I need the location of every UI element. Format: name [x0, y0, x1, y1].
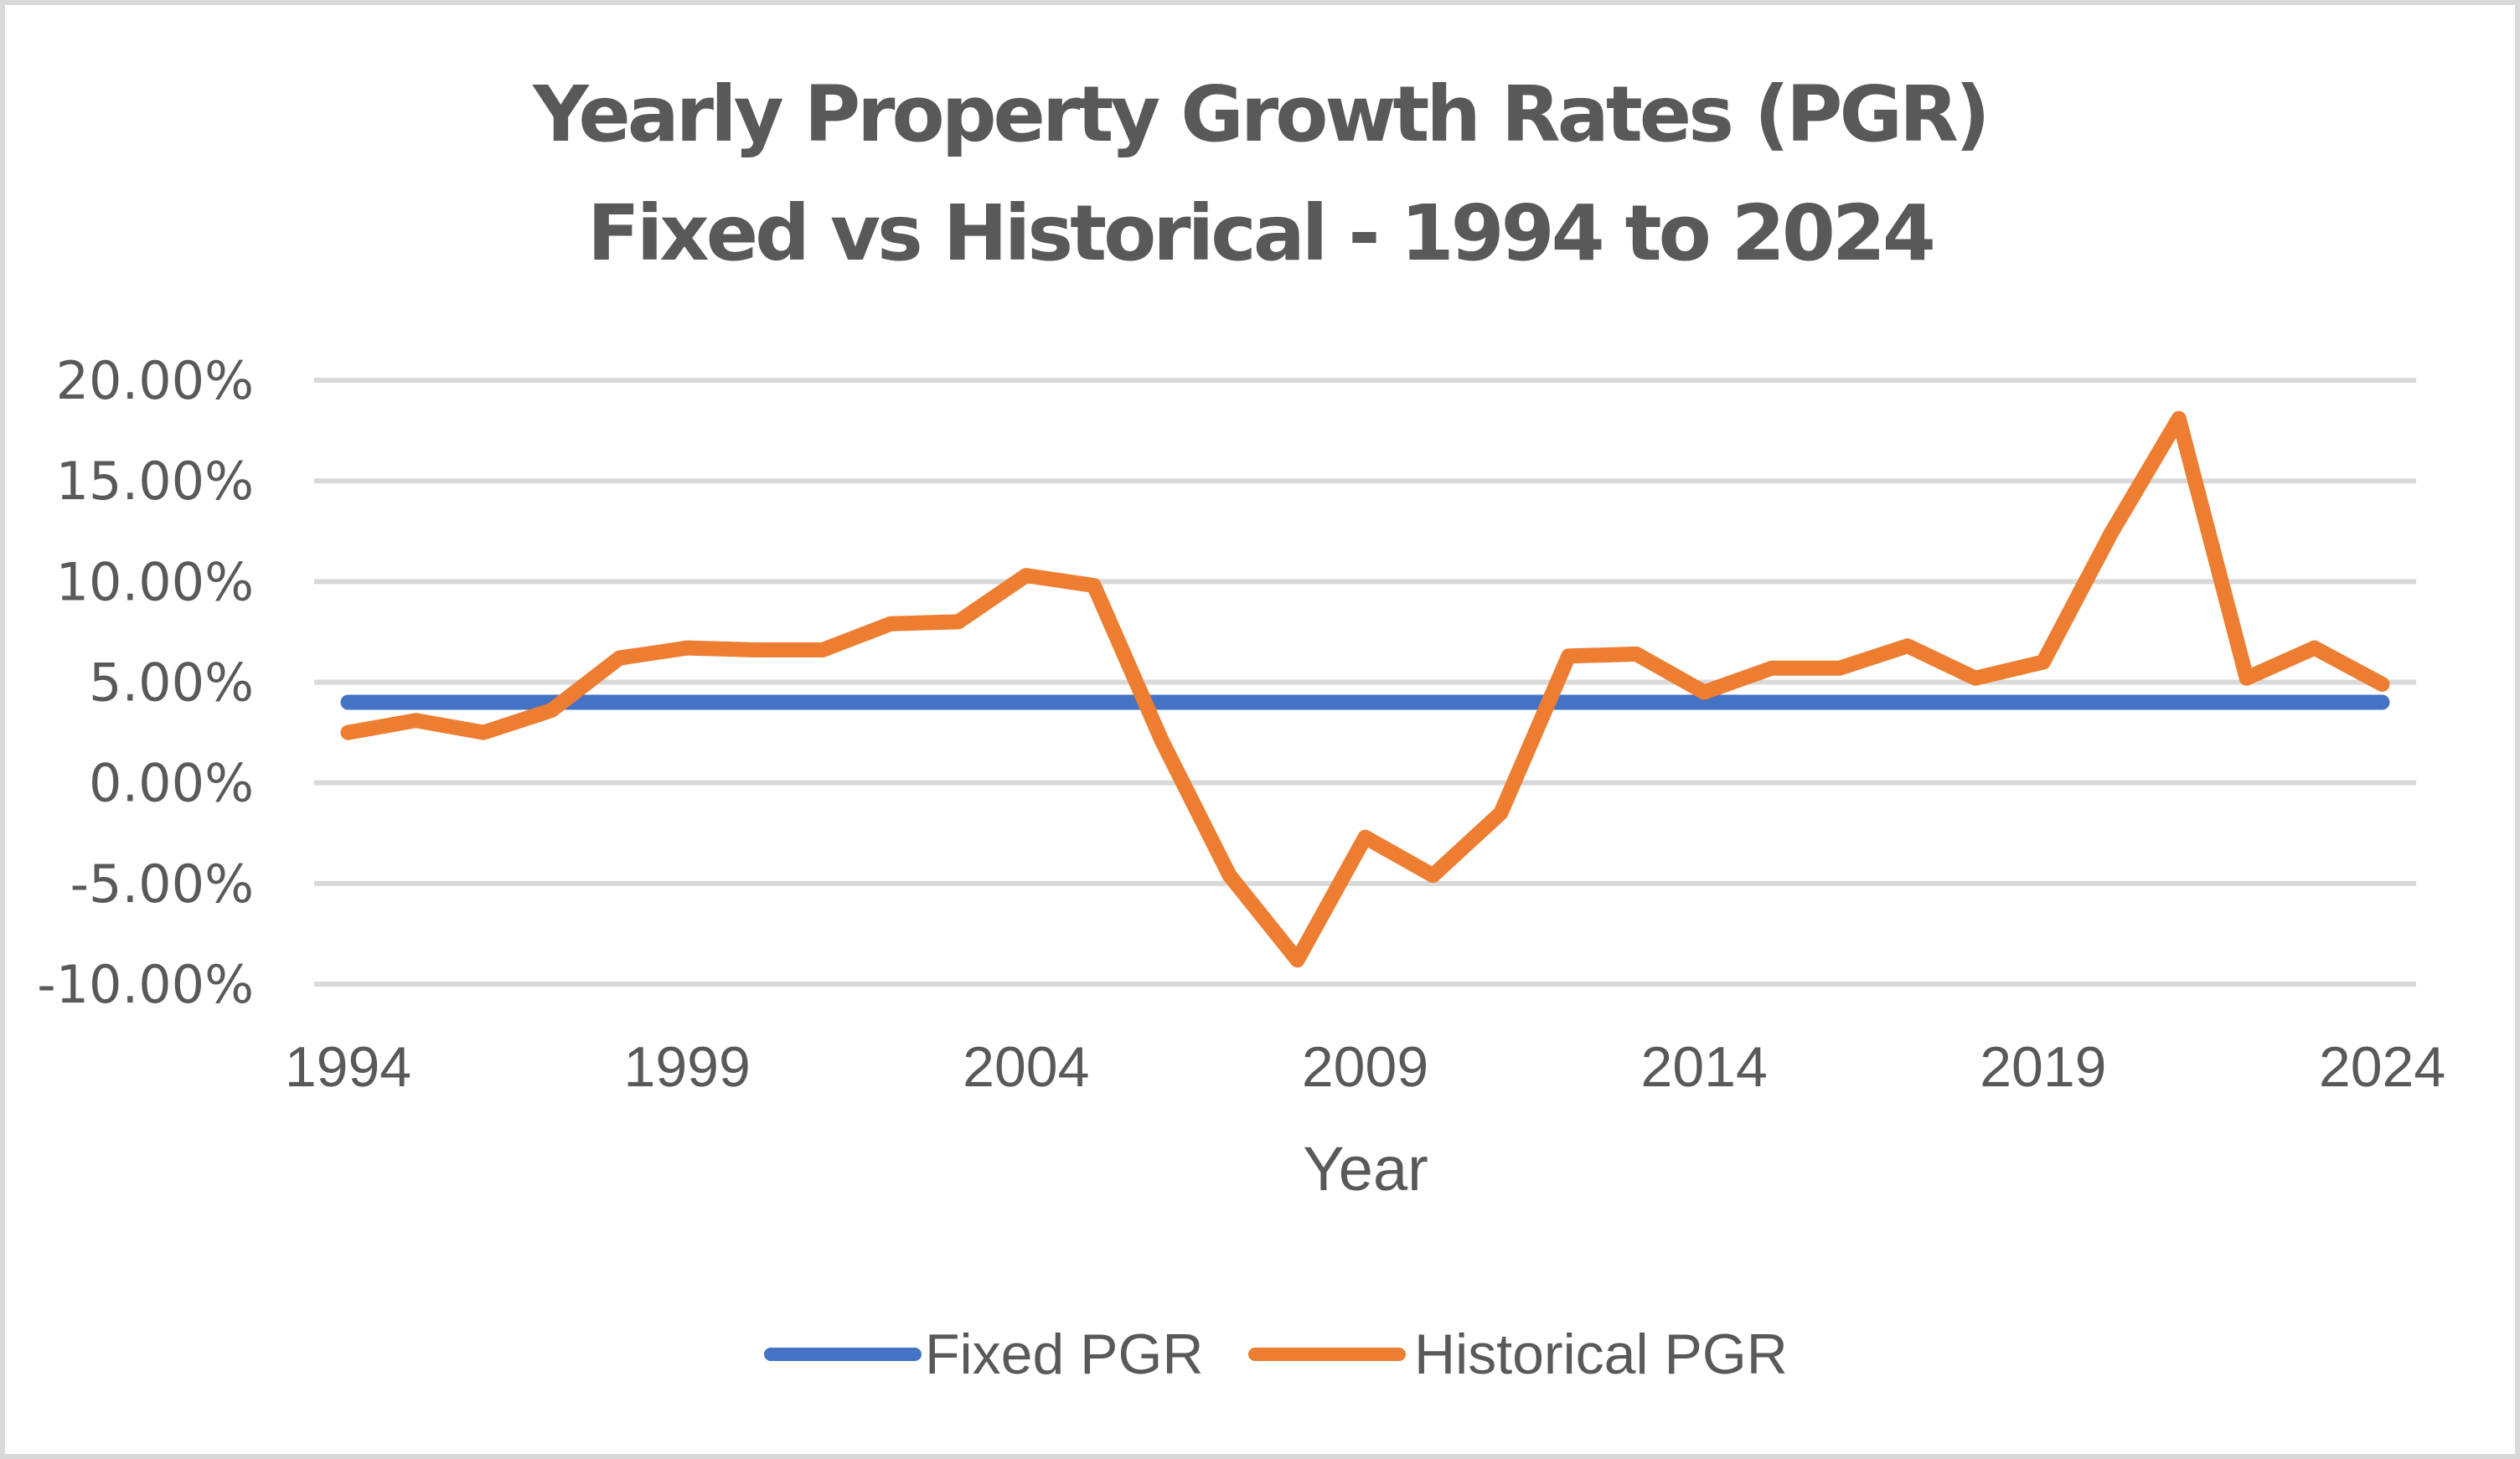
- data-point-fixed-pgr-2012: [1561, 695, 1576, 710]
- data-point-fixed-pgr-2003: [951, 695, 966, 710]
- chart-title-line-1: Yearly Property Growth Rates (PGR): [532, 70, 1987, 159]
- data-point-fixed-pgr-1998: [612, 695, 627, 710]
- data-point-historical-pgr-2007: [1222, 868, 1237, 883]
- data-point-historical-pgr-2010: [1425, 868, 1440, 883]
- data-point-fixed-pgr-2006: [1154, 695, 1170, 710]
- data-point-historical-pgr-2011: [1493, 806, 1508, 821]
- data-point-historical-pgr-2006: [1154, 733, 1170, 748]
- data-point-historical-pgr-2017: [1900, 638, 1915, 653]
- data-point-historical-pgr-2008: [1290, 952, 1305, 967]
- data-point-historical-pgr-1998: [612, 651, 627, 666]
- data-point-historical-pgr-2002: [883, 616, 898, 632]
- y-tick-label: 20.00%: [56, 350, 254, 411]
- data-point-historical-pgr-1997: [544, 703, 559, 718]
- data-point-fixed-pgr-1995: [408, 695, 423, 710]
- data-point-fixed-pgr-2020: [2104, 695, 2119, 710]
- data-point-fixed-pgr-1999: [679, 695, 695, 710]
- legend-label-historical-pgr: Historical PGR: [1414, 1322, 1788, 1386]
- data-point-fixed-pgr-2005: [1087, 695, 1102, 710]
- x-tick-label: 1999: [624, 1035, 751, 1099]
- data-point-fixed-pgr-2009: [1358, 695, 1373, 710]
- data-point-historical-pgr-2000: [747, 642, 762, 657]
- y-tick-label: -5.00%: [70, 853, 254, 915]
- x-tick-label: 1994: [285, 1035, 411, 1099]
- data-point-fixed-pgr-2021: [2171, 695, 2187, 710]
- data-point-fixed-pgr-1994: [340, 695, 355, 710]
- x-tick-label: 2004: [963, 1035, 1089, 1099]
- data-point-historical-pgr-2020: [2104, 526, 2119, 541]
- legend-item-historical-pgr[interactable]: Historical PGR: [1248, 1322, 1788, 1386]
- x-tick-label: 2014: [1641, 1035, 1768, 1099]
- y-tick-label: -10.00%: [37, 954, 254, 1015]
- data-point-historical-pgr-2013: [1629, 647, 1644, 662]
- data-point-fixed-pgr-2011: [1493, 695, 1508, 710]
- x-axis-title: Year: [1303, 1134, 1428, 1204]
- data-point-fixed-pgr-2017: [1900, 695, 1915, 710]
- data-point-fixed-pgr-2010: [1425, 695, 1440, 710]
- legend: Fixed PGR Historical PGR: [764, 1322, 1788, 1386]
- data-point-fixed-pgr-2023: [2307, 695, 2322, 710]
- data-point-historical-pgr-2023: [2307, 641, 2322, 656]
- data-point-fixed-pgr-2007: [1222, 695, 1237, 710]
- data-point-historical-pgr-2018: [1968, 671, 1983, 686]
- data-point-historical-pgr-2009: [1358, 830, 1373, 845]
- data-point-fixed-pgr-2013: [1629, 695, 1644, 710]
- data-point-historical-pgr-2003: [951, 614, 966, 629]
- data-point-historical-pgr-2005: [1087, 578, 1102, 593]
- data-point-fixed-pgr-2016: [1832, 695, 1847, 710]
- data-point-fixed-pgr-2024: [2375, 695, 2390, 710]
- data-point-historical-pgr-2019: [2036, 654, 2051, 669]
- data-point-historical-pgr-1994: [340, 725, 355, 740]
- x-axis-tick-labels: 1994 1999 2004 2009 2014 2019 2024: [285, 1035, 2445, 1099]
- data-point-fixed-pgr-2002: [883, 695, 898, 710]
- gridlines: [314, 378, 2416, 987]
- data-point-historical-pgr-2014: [1696, 685, 1712, 700]
- x-tick-label: 2024: [2319, 1035, 2445, 1099]
- data-point-historical-pgr-2012: [1561, 648, 1576, 663]
- series-lines: [340, 410, 2390, 968]
- data-point-historical-pgr-2024: [2375, 677, 2390, 692]
- y-tick-label: 0.00%: [89, 753, 254, 814]
- series-line-historical-pgr: [340, 410, 2390, 968]
- legend-label-fixed-pgr: Fixed PGR: [925, 1322, 1204, 1386]
- x-tick-label: 2009: [1302, 1035, 1428, 1099]
- y-tick-label: 15.00%: [56, 451, 254, 512]
- data-point-historical-pgr-2001: [815, 642, 830, 657]
- data-point-historical-pgr-2016: [1832, 661, 1847, 676]
- data-point-historical-pgr-2021: [2171, 411, 2187, 426]
- data-point-fixed-pgr-2000: [747, 695, 762, 710]
- y-tick-label: 5.00%: [89, 652, 254, 714]
- x-tick-label: 2019: [1980, 1035, 2106, 1099]
- y-axis-tick-labels: 20.00% 15.00% 10.00% 5.00% 0.00% -5.00% -10.00…: [37, 350, 254, 1015]
- y-tick-label: 10.00%: [56, 551, 254, 612]
- data-point-historical-pgr-2022: [2239, 671, 2254, 686]
- data-point-historical-pgr-1996: [476, 725, 491, 740]
- data-point-fixed-pgr-2008: [1290, 695, 1305, 710]
- data-point-fixed-pgr-2015: [1764, 695, 1779, 710]
- data-point-fixed-pgr-2022: [2239, 695, 2254, 710]
- data-point-historical-pgr-1999: [679, 641, 695, 656]
- data-point-historical-pgr-2004: [1019, 568, 1034, 583]
- legend-item-fixed-pgr[interactable]: Fixed PGR: [764, 1322, 1204, 1386]
- data-point-fixed-pgr-2001: [815, 695, 830, 710]
- chart-title-line-2: Fixed vs Historical - 1994 to 2024: [587, 188, 1933, 278]
- data-point-historical-pgr-2015: [1764, 661, 1779, 676]
- data-point-fixed-pgr-2004: [1019, 695, 1034, 710]
- data-point-fixed-pgr-2018: [1968, 695, 1983, 710]
- data-point-fixed-pgr-2019: [2036, 695, 2051, 710]
- data-point-historical-pgr-1995: [408, 713, 423, 728]
- data-point-fixed-pgr-1996: [476, 695, 491, 710]
